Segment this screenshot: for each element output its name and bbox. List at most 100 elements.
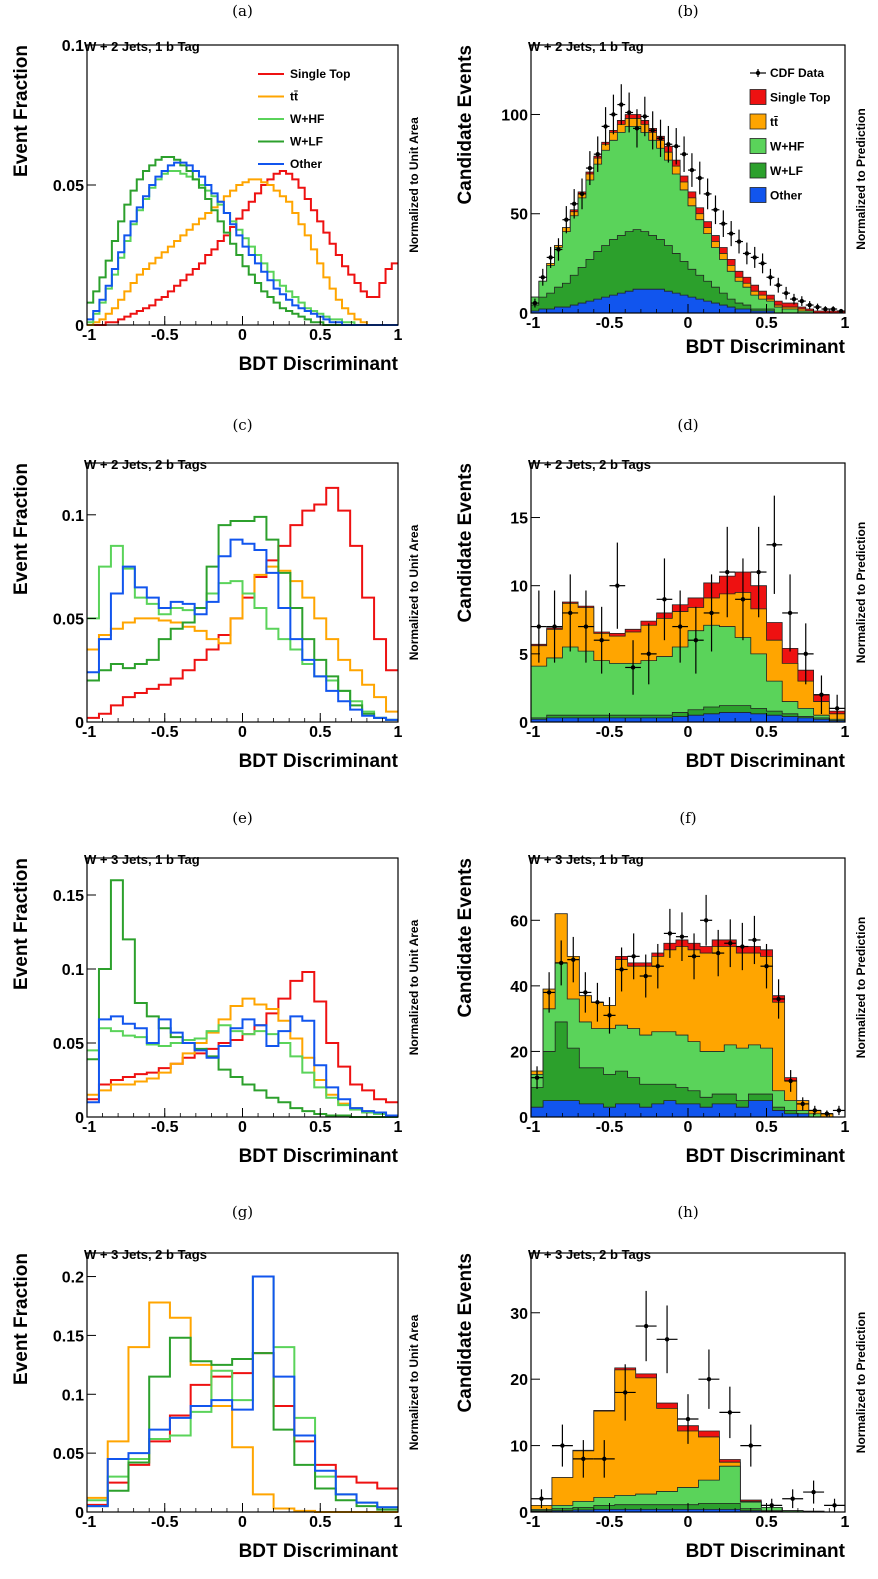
svg-text:Other: Other xyxy=(290,157,322,171)
x-tick-label: 0 xyxy=(238,724,247,741)
svg-text:CDF Data: CDF Data xyxy=(770,66,824,80)
y-tick-label: 40 xyxy=(510,979,528,996)
x-tick-label: 0.5 xyxy=(755,724,777,741)
legend-item-tt: tt̄ xyxy=(749,113,778,130)
y-tick-label: 0 xyxy=(75,1110,84,1127)
panel-label: (c) xyxy=(232,416,252,434)
series-line-w-lf xyxy=(87,156,398,326)
plot-title: W + 3 Jets, 1 b Tag xyxy=(84,852,200,867)
data-point xyxy=(680,136,688,172)
data-point xyxy=(675,912,688,961)
x-tick-label: -0.5 xyxy=(596,724,624,741)
x-axis-title: BDT Discriminant xyxy=(686,751,846,772)
data-point xyxy=(688,606,704,674)
y-tick-label: 15 xyxy=(510,511,528,528)
data-point xyxy=(797,623,814,685)
data-point xyxy=(531,1489,552,1509)
legend-item-single-top: Single Top xyxy=(749,89,830,105)
legend-item-w-lf: W+LF xyxy=(749,162,803,179)
plot-title: W + 2 Jets, 1 b Tag xyxy=(528,39,644,54)
data-point xyxy=(774,277,783,293)
data-point xyxy=(601,107,610,146)
data-point xyxy=(531,298,539,308)
panel-label: (e) xyxy=(232,809,253,827)
plot-title: W + 3 Jets, 1 b Tag xyxy=(528,852,644,867)
data-points xyxy=(531,894,845,1117)
chart-panel-g: (g) -1 -0.5 0 0.5 1 0 0.05 0.1 0.15 0.2 BDT Discrim… xyxy=(11,1203,421,1562)
x-axis-title: BDT Discriminant xyxy=(686,1541,846,1562)
y-axis-title: Candidate Events xyxy=(455,858,476,1017)
normalization-note: Normalized to Unit Area xyxy=(407,919,421,1055)
y-axis-title: Candidate Events xyxy=(455,1253,476,1412)
data-point xyxy=(829,306,838,312)
y-tick-label: 0.05 xyxy=(53,178,84,195)
svg-text:tt̄: tt̄ xyxy=(290,90,298,104)
data-point xyxy=(591,982,604,1022)
x-tick-label: 1 xyxy=(394,724,403,741)
chart-panel-a: (a) -1 -0.5 0 0.5 1 0 0.05 0.1 BDT Discriminant Ev… xyxy=(11,2,421,375)
series-line-tt xyxy=(87,178,398,326)
data-point xyxy=(813,675,830,715)
x-tick-label: -1 xyxy=(82,724,96,741)
data-point xyxy=(538,268,547,286)
x-tick-label: 1 xyxy=(841,1119,850,1136)
stack-layer-w-lf xyxy=(530,1021,845,1118)
data-point xyxy=(651,943,664,989)
data-point xyxy=(688,153,696,187)
data-point xyxy=(698,1349,720,1409)
x-tick-label: -1 xyxy=(526,315,540,332)
data-point xyxy=(711,195,720,225)
data-point xyxy=(695,161,704,195)
x-tick-label: 1 xyxy=(394,327,403,344)
data-point xyxy=(664,125,673,163)
y-tick-label: 0.15 xyxy=(53,888,84,905)
normalization-note: Normalized to Unit Area xyxy=(407,1314,421,1450)
data-point xyxy=(703,178,712,210)
data-point xyxy=(782,286,791,300)
svg-text:W+LF: W+LF xyxy=(770,164,803,178)
y-axis-title: Event Fraction xyxy=(11,1253,32,1385)
x-tick-label: 0.5 xyxy=(755,315,777,332)
data-point xyxy=(663,908,676,958)
data-points xyxy=(531,84,845,314)
panel-label: (a) xyxy=(232,2,253,20)
data-point xyxy=(735,229,743,254)
x-tick-label: -1 xyxy=(82,1514,96,1531)
data-point xyxy=(813,303,822,311)
y-tick-label: 0.05 xyxy=(53,1446,84,1463)
legend-item-other: Other xyxy=(749,187,802,203)
legend-item-cdf-data: CDF Data xyxy=(750,66,824,80)
y-tick-label: 0 xyxy=(75,715,84,732)
data-point xyxy=(808,1105,821,1116)
x-tick-label: 1 xyxy=(394,1514,403,1531)
data-point xyxy=(531,590,547,663)
legend: Single Top tt̄ W+HF W+LF Other xyxy=(258,67,350,171)
x-tick-label: 0 xyxy=(684,315,693,332)
data-point xyxy=(562,574,579,652)
y-tick-label: 0.2 xyxy=(62,1270,84,1287)
legend-item-single-top: Single Top xyxy=(258,67,350,81)
y-axis-title: Event Fraction xyxy=(11,463,32,595)
data-point xyxy=(617,84,626,125)
series-line-w-lf xyxy=(87,515,398,721)
plot-title: W + 2 Jets, 2 b Tags xyxy=(528,457,651,472)
series-line-tt xyxy=(87,1301,398,1513)
panel-label: (d) xyxy=(677,416,698,434)
data-point xyxy=(625,640,641,695)
x-tick-label: 0.5 xyxy=(309,724,331,741)
x-tick-label: 0.5 xyxy=(309,1119,331,1136)
chart-panel-f: (f) -1 -0.5 0 0.5 1 0 20 40 60 BDT Discriminant Can… xyxy=(455,809,868,1167)
data-point xyxy=(551,1424,573,1467)
series-line-w-hf xyxy=(87,544,398,721)
y-tick-label: 10 xyxy=(510,1439,528,1456)
x-tick-label: -0.5 xyxy=(151,327,179,344)
x-tick-label: 0 xyxy=(684,1119,693,1136)
data-point xyxy=(648,111,657,150)
data-point xyxy=(740,1424,762,1467)
legend-item-w-hf: W+HF xyxy=(258,112,324,126)
svg-text:W+HF: W+HF xyxy=(290,112,324,126)
y-tick-label: 0 xyxy=(75,1505,84,1522)
data-points xyxy=(531,1290,845,1512)
series-line-tt xyxy=(87,997,398,1117)
